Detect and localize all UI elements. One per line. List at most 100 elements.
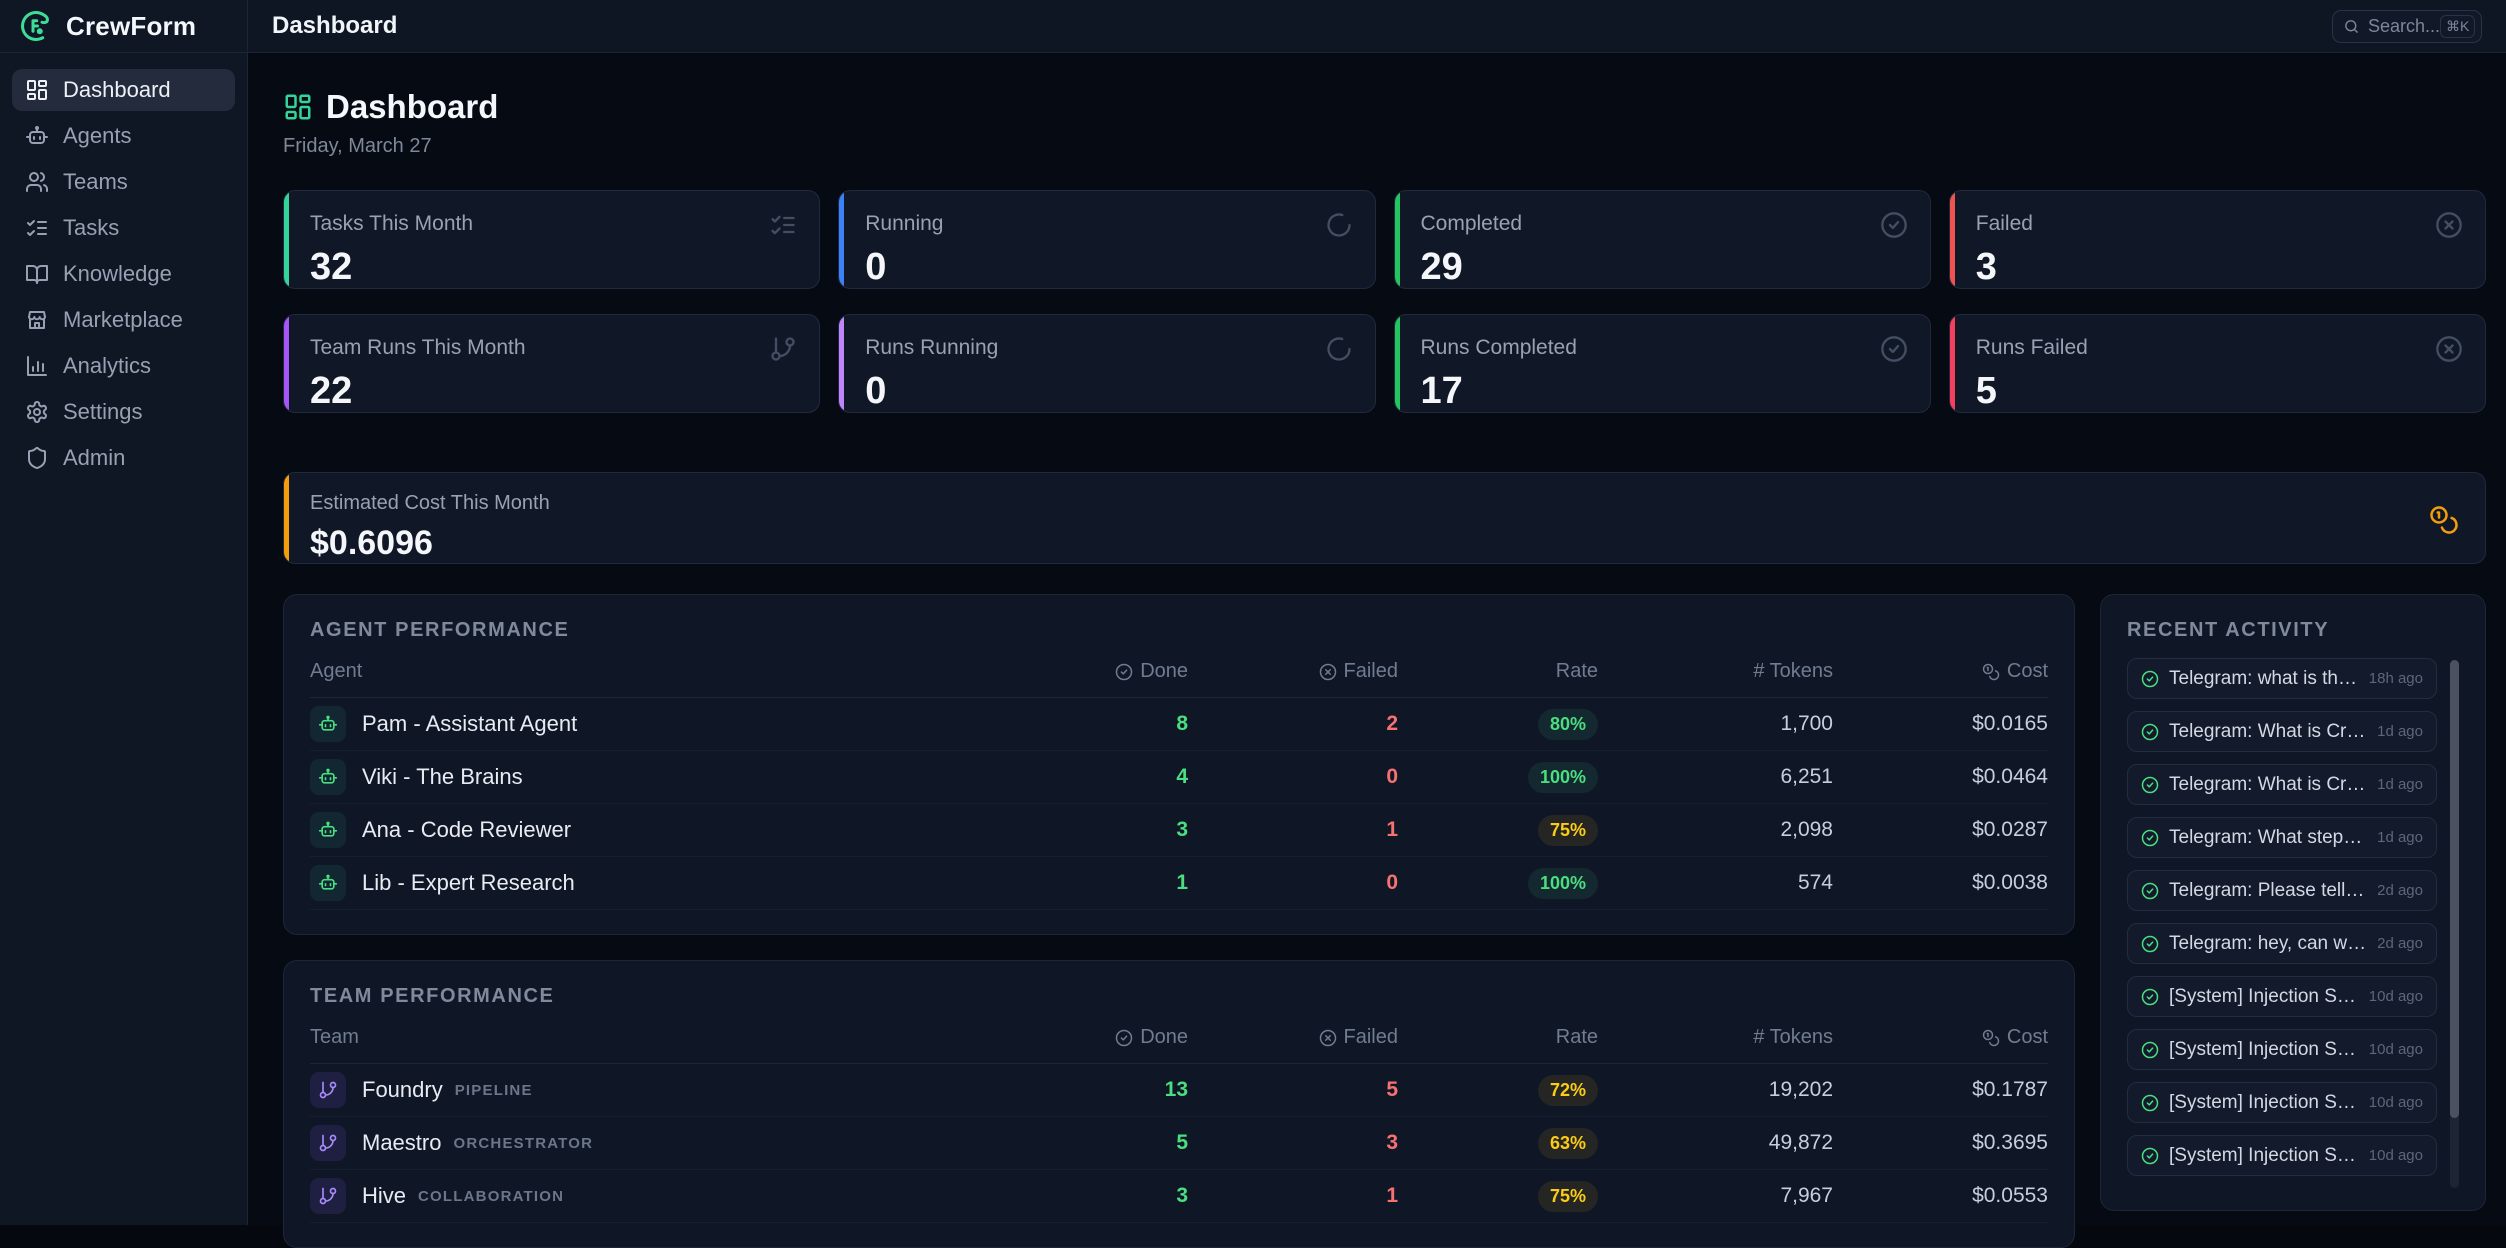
- rate-badge: 72%: [1537, 1074, 1598, 1106]
- activity-item[interactable]: [System] Injection Scan 10d ago: [2127, 1135, 2437, 1176]
- stat-card-completed[interactable]: Completed 29: [1393, 190, 1931, 289]
- rate-badge: 75%: [1537, 814, 1598, 846]
- check-circle-icon: [2141, 1041, 2159, 1058]
- activity-text: [System] Injection Scan: [2169, 1038, 2361, 1060]
- failed-count: 1: [1386, 818, 1398, 841]
- book-open-icon: [26, 265, 48, 284]
- sidebar-item-analytics[interactable]: Analytics: [12, 345, 235, 387]
- stat-card-tasks-this-month[interactable]: Tasks This Month 32: [283, 190, 821, 289]
- stat-card-estimated-cost[interactable]: Estimated Cost This Month $0.6096: [283, 472, 2486, 564]
- brand-name: CrewForm: [66, 10, 197, 41]
- bot-icon: [310, 812, 346, 848]
- col-header-rate: Rate: [1555, 1026, 1598, 1048]
- list-checks-icon: [771, 215, 795, 235]
- team-row-hive[interactable]: Hive COLLABORATION 3 1 75% 7,967 $0.0553: [310, 1170, 2048, 1223]
- activity-item[interactable]: Telegram: Please tell me the be... 2d ag…: [2127, 870, 2437, 911]
- failed-count: 0: [1386, 765, 1398, 788]
- users-icon: [26, 172, 48, 192]
- x-circle-icon: [1319, 1029, 1336, 1046]
- done-count: 8: [1176, 712, 1188, 735]
- check-circle-icon: [1880, 212, 1907, 238]
- x-circle-icon: [2436, 336, 2462, 362]
- team-row-foundry[interactable]: Foundry PIPELINE 13 5 72% 19,202 $0.1787: [310, 1064, 2048, 1117]
- sidebar-item-label: Knowledge: [63, 261, 172, 286]
- stat-card-failed[interactable]: Failed 3: [1948, 190, 2486, 289]
- cost-value: $0.0553: [1972, 1184, 2048, 1207]
- sidebar-item-agents[interactable]: Agents: [12, 115, 235, 157]
- activity-text: [System] Injection Scan: [2169, 985, 2361, 1007]
- team-type-label: PIPELINE: [454, 1081, 533, 1099]
- stat-card-runs-failed[interactable]: Runs Failed 5: [1948, 314, 2486, 413]
- stat-card-runs-running[interactable]: Runs Running 0: [838, 314, 1376, 413]
- activity-item[interactable]: Telegram: hey, can we write so... 2d ago: [2127, 923, 2437, 964]
- activity-item[interactable]: Telegram: What is CrewForm AI... 1d ago: [2127, 711, 2437, 752]
- agent-row-ana[interactable]: Ana - Code Reviewer 3 1 75% 2,098 $0.028…: [310, 804, 2048, 857]
- team-performance-panel: TEAM PERFORMANCE Team Done Failed Rate #…: [283, 960, 2075, 1248]
- team-type-label: COLLABORATION: [418, 1187, 565, 1205]
- stat-card-running[interactable]: Running 0: [838, 190, 1376, 289]
- stat-value: 17: [1420, 370, 1463, 412]
- bot-icon: [310, 759, 346, 795]
- team-row-maestro[interactable]: Maestro ORCHESTRATOR 5 3 63% 49,872 $0.36…: [310, 1117, 2048, 1170]
- activity-item[interactable]: [System] Injection Scan 10d ago: [2127, 1029, 2437, 1070]
- col-header-done: Done: [1038, 660, 1188, 683]
- stat-value: 32: [310, 246, 353, 288]
- shield-icon: [28, 446, 46, 470]
- sidebar-item-marketplace[interactable]: Marketplace: [12, 299, 235, 341]
- col-header-failed: Failed: [1188, 660, 1398, 683]
- activity-item[interactable]: Telegram: What steps do I need... 1d ago: [2127, 817, 2437, 858]
- check-circle-icon: [2141, 670, 2159, 687]
- done-count: 3: [1176, 1184, 1188, 1207]
- search-input[interactable]: Search... ⌘K: [2332, 9, 2482, 43]
- layout-dashboard-icon: [285, 94, 311, 120]
- sidebar-item-settings[interactable]: Settings: [12, 391, 235, 433]
- col-header-agent: Agent: [310, 660, 363, 682]
- col-header-rate: Rate: [1555, 660, 1598, 682]
- bot-icon: [26, 126, 48, 144]
- activity-text: Telegram: hey, can we write so...: [2169, 932, 2369, 954]
- col-header-cost: Cost: [1833, 660, 2048, 683]
- sidebar-item-label: Settings: [63, 399, 143, 424]
- cost-value: $0.0464: [1972, 765, 2048, 788]
- sidebar-item-label: Marketplace: [63, 307, 183, 332]
- cost-value: $0.0038: [1972, 871, 2048, 894]
- agent-performance-table: Agent Done Failed Rate # Tokens Cost Pam…: [310, 660, 2048, 910]
- tokens-count: 49,872: [1768, 1131, 1833, 1154]
- col-header-tokens: # Tokens: [1753, 1026, 1833, 1048]
- activity-item[interactable]: [System] Injection Scan 10d ago: [2127, 976, 2437, 1017]
- sidebar-item-tasks[interactable]: Tasks: [12, 207, 235, 249]
- activity-item[interactable]: Telegram: what is the best wa... 18h ago: [2127, 658, 2437, 699]
- stat-card-team-runs-this-month[interactable]: Team Runs This Month 22: [283, 314, 821, 413]
- bar-chart-icon: [27, 356, 47, 376]
- activity-time: 10d ago: [2368, 1041, 2423, 1058]
- stat-accent: [1394, 191, 1400, 288]
- agent-row-pam[interactable]: Pam - Assistant Agent 8 2 80% 1,700 $0.0…: [310, 698, 2048, 751]
- agent-row-viki[interactable]: Viki - The Brains 4 0 100% 6,251 $0.0464: [310, 751, 2048, 804]
- activity-scrollbar-thumb[interactable]: [2450, 660, 2459, 1118]
- team-name: Maestro: [362, 1130, 442, 1155]
- failed-count: 5: [1386, 1078, 1398, 1101]
- col-header-tokens: # Tokens: [1753, 660, 1833, 682]
- rate-badge: 63%: [1537, 1127, 1598, 1159]
- stats-row-tasks: Tasks This Month 32 Running 0 Completed …: [283, 190, 2486, 289]
- stat-accent: [1949, 315, 1955, 412]
- done-count: 5: [1176, 1131, 1188, 1154]
- tokens-count: 1,700: [1780, 712, 1833, 735]
- stat-card-runs-completed[interactable]: Runs Completed 17: [1393, 314, 1931, 413]
- failed-count: 1: [1386, 1184, 1398, 1207]
- brand[interactable]: CrewForm: [0, 0, 247, 53]
- sidebar-item-teams[interactable]: Teams: [12, 161, 235, 203]
- sidebar-item-admin[interactable]: Admin: [12, 437, 235, 479]
- agent-row-lib[interactable]: Lib - Expert Research 1 0 100% 574 $0.00…: [310, 857, 2048, 910]
- sidebar-item-knowledge[interactable]: Knowledge: [12, 253, 235, 295]
- col-header-failed: Failed: [1188, 1026, 1398, 1049]
- cost-value: $0.1787: [1972, 1078, 2048, 1101]
- agent-name: Pam - Assistant Agent: [362, 711, 578, 736]
- sidebar-item-dashboard[interactable]: Dashboard: [12, 69, 235, 111]
- activity-scrollbar-track[interactable]: [2450, 660, 2459, 1188]
- activity-item[interactable]: [System] Injection Scan 10d ago: [2127, 1082, 2437, 1123]
- activity-text: [System] Injection Scan: [2169, 1144, 2361, 1166]
- activity-item[interactable]: Telegram: What is CrewForm 1d ago: [2127, 764, 2437, 805]
- activity-time: 1d ago: [2377, 723, 2423, 740]
